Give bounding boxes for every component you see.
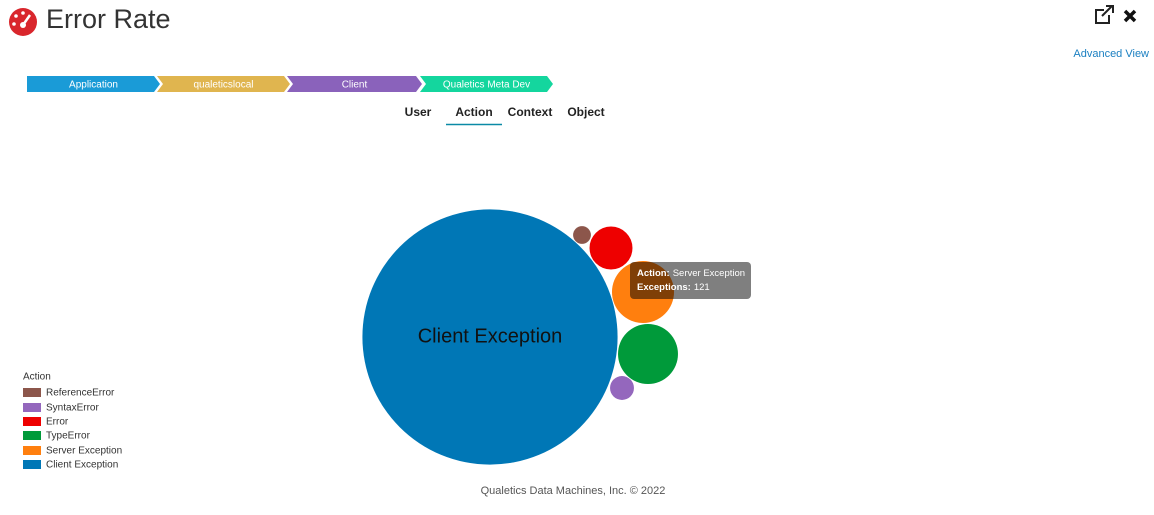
bubble[interactable] (618, 324, 678, 384)
legend-swatch (23, 460, 41, 469)
tooltip-line: Action: Server Exception (637, 268, 745, 279)
tooltip-value: Server Exception (673, 268, 745, 279)
legend-title: Action (23, 372, 51, 383)
legend-label: TypeError (46, 431, 91, 442)
breadcrumb-arrow[interactable] (157, 76, 290, 92)
page-title: Error Rate (46, 4, 171, 34)
bubble-label: Client Exception (418, 325, 563, 347)
tab[interactable]: Action (455, 105, 492, 119)
tooltip-key: Action: (637, 268, 670, 279)
legend-label: Server Exception (46, 446, 122, 457)
bubble[interactable] (589, 226, 633, 270)
advanced-view-link[interactable]: Advanced View (1073, 48, 1149, 60)
tab[interactable]: User (405, 105, 432, 119)
breadcrumb-arrow[interactable] (287, 76, 422, 92)
legend-label: ReferenceError (46, 388, 115, 399)
legend-swatch (23, 388, 41, 397)
breadcrumb-arrow[interactable] (420, 76, 553, 92)
bubble[interactable] (362, 209, 618, 465)
breadcrumb-arrow[interactable] (27, 76, 160, 92)
breadcrumb-label[interactable]: qualeticslocal (193, 80, 253, 91)
legend-swatch (23, 431, 41, 440)
breadcrumb-label[interactable]: Application (69, 80, 118, 91)
bubble[interactable] (610, 376, 634, 400)
tooltip-key: Exceptions: (637, 282, 691, 293)
breadcrumb-label[interactable]: Qualetics Meta Dev (443, 80, 530, 91)
tooltip-value: 121 (694, 282, 710, 293)
footer: Qualetics Data Machines, Inc. © 2022 (481, 485, 666, 497)
legend-label: Error (46, 417, 69, 428)
tooltip-box (630, 262, 751, 299)
tab[interactable]: Object (567, 105, 604, 119)
gauge-icon (9, 8, 37, 36)
breadcrumb-label[interactable]: Client (342, 80, 368, 91)
open-external-icon[interactable] (1095, 5, 1114, 24)
bubble[interactable] (573, 226, 591, 244)
close-icon[interactable] (1123, 9, 1137, 23)
legend-label: Client Exception (46, 460, 118, 471)
legend-swatch (23, 417, 41, 426)
legend-label: SyntaxError (46, 403, 99, 414)
legend-swatch (23, 403, 41, 412)
legend-swatch (23, 446, 41, 455)
tooltip-line: Exceptions: 121 (637, 282, 710, 293)
tab[interactable]: Context (508, 105, 553, 119)
